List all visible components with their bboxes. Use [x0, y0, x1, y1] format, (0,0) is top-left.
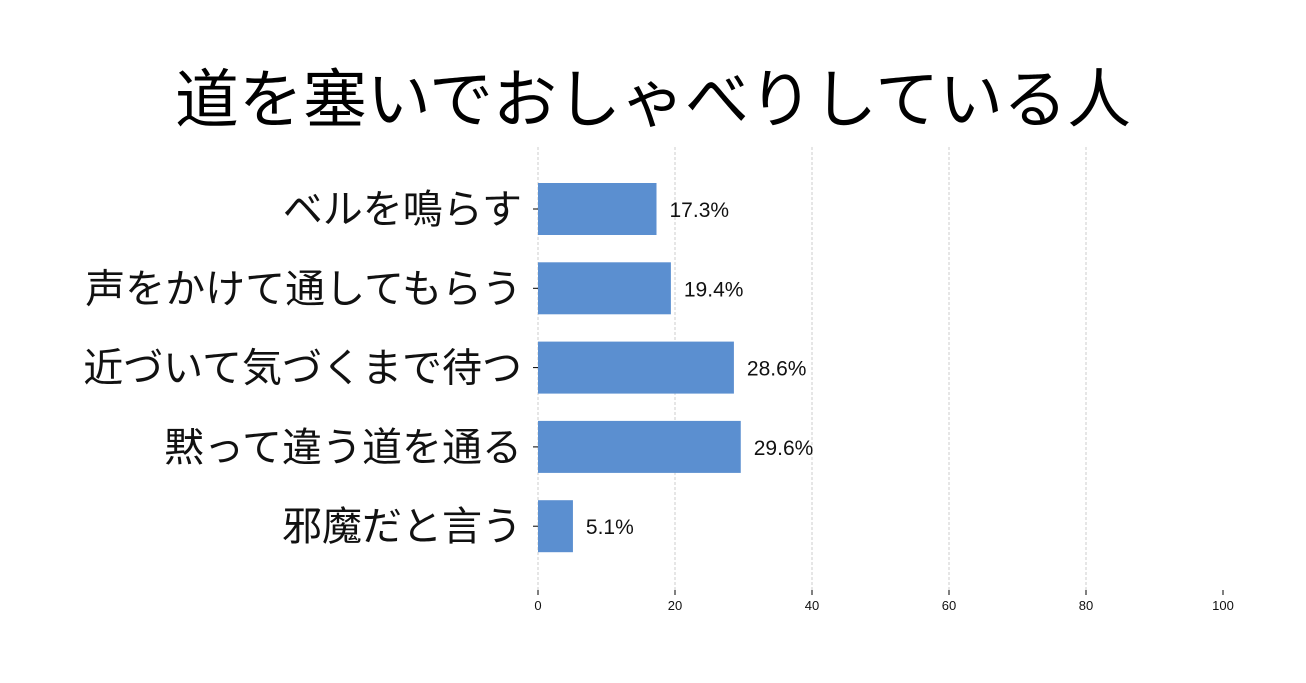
bar — [538, 420, 741, 473]
data-label: 5.1% — [586, 516, 634, 539]
data-label: 19.4% — [684, 278, 744, 301]
bar — [538, 500, 573, 553]
category-label: 黙って違う道を通る — [164, 425, 522, 471]
x-tick-label: 100 — [1212, 598, 1234, 613]
category-label: 声をかけて通してもらう — [85, 266, 522, 312]
chart-title: 道を塞いでおしゃべりしている人 — [175, 64, 1131, 138]
bar — [538, 262, 671, 315]
x-axis: 0 20 40 60 80 100 — [533, 208, 1234, 613]
x-tick-label: 40 — [805, 598, 819, 613]
x-tick-label: 80 — [1079, 598, 1093, 613]
category-label: 近づいて気づくまで待つ — [83, 346, 522, 392]
bar — [538, 183, 657, 235]
data-label: 28.6% — [747, 358, 807, 381]
category-label: ベルを鳴らす — [283, 187, 522, 233]
category-label: 邪魔だと言う — [282, 504, 522, 550]
data-label: 17.3% — [670, 199, 730, 222]
bars: ベルを鳴らす 17.3% 声をかけて通してもらう 19.4% 近づいて気づくまで待つ 28… — [83, 183, 814, 553]
x-tick-label: 0 — [534, 598, 541, 613]
bar — [538, 341, 734, 394]
x-tick-label: 20 — [668, 598, 682, 613]
data-label: 29.6% — [754, 437, 814, 460]
x-tick-label: 60 — [942, 598, 956, 613]
